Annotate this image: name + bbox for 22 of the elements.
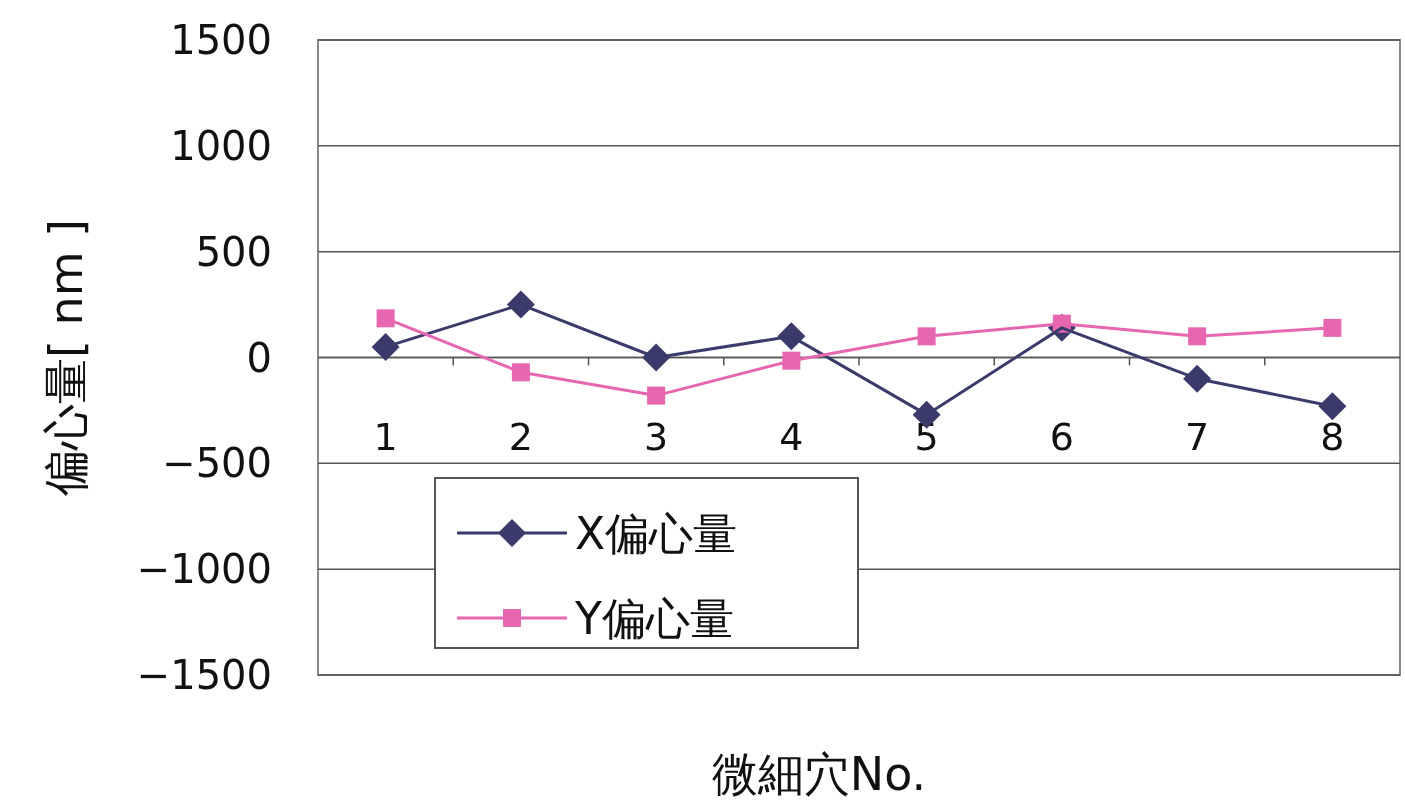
- y-tick-label: −1500: [136, 652, 272, 698]
- x-tick-label: 7: [1185, 414, 1210, 459]
- legend-label: Y偏心量: [574, 593, 734, 644]
- y-tick-label: 1500: [170, 17, 272, 63]
- legend-label: X偏心量: [575, 508, 738, 559]
- x-tick-label: 1: [373, 414, 398, 459]
- point: [376, 309, 395, 328]
- y-tick-label: 1000: [170, 122, 272, 169]
- y-axis-title: 偏心量[ nm ]: [39, 218, 93, 497]
- y-tick-label: −1000: [136, 546, 272, 593]
- y-tick-label: −500: [162, 440, 272, 487]
- y-tick-label: 0: [246, 334, 272, 381]
- x-tick-label: 2: [508, 414, 533, 459]
- x-tick-label: 4: [779, 414, 804, 459]
- point: [371, 332, 400, 361]
- x-tick-label: 6: [1049, 414, 1074, 459]
- x-tick-label: 8: [1320, 414, 1345, 459]
- y-tick-label: 500: [195, 228, 272, 275]
- x-axis-title: 微細穴No.: [711, 747, 927, 801]
- point: [1323, 318, 1342, 337]
- point: [1318, 392, 1347, 421]
- x-tick-label: 3: [644, 414, 669, 459]
